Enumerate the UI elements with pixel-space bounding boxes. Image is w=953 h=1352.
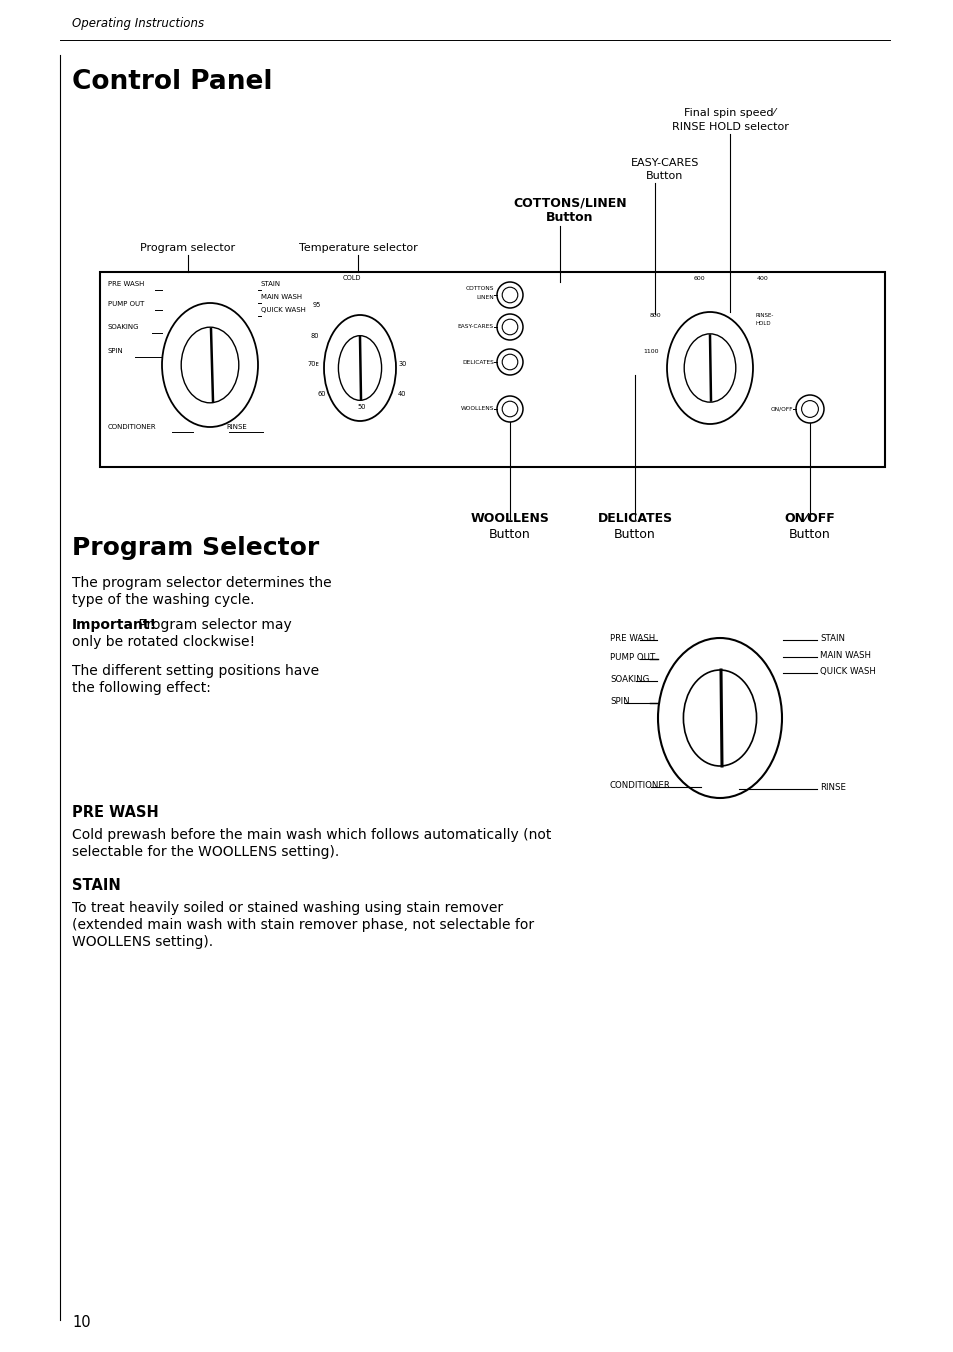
Text: the following effect:: the following effect: [71,681,211,695]
Text: SOAKING: SOAKING [108,324,139,330]
Text: 80: 80 [310,333,318,339]
Text: PRE WASH: PRE WASH [71,804,158,821]
Circle shape [497,349,522,375]
Text: MAIN WASH: MAIN WASH [820,652,870,660]
Text: CONDITIONER: CONDITIONER [108,425,156,430]
Ellipse shape [162,303,257,427]
Text: STAIN: STAIN [820,634,844,644]
Text: SOAKING: SOAKING [609,675,649,684]
Text: Button: Button [489,529,530,541]
Ellipse shape [181,327,238,403]
Text: 800: 800 [649,314,660,318]
Ellipse shape [658,638,781,798]
Ellipse shape [682,671,756,767]
Text: 600: 600 [693,276,704,281]
Text: Program selector: Program selector [140,243,235,253]
Circle shape [501,402,517,416]
Text: STAIN: STAIN [71,877,121,894]
Text: Control Panel: Control Panel [71,69,273,95]
Text: To treat heavily soiled or stained washing using stain remover: To treat heavily soiled or stained washi… [71,900,502,915]
Text: STAIN: STAIN [261,281,281,287]
Ellipse shape [324,315,395,420]
Text: WOOLLENS setting).: WOOLLENS setting). [71,936,213,949]
Text: Operating Instructions: Operating Instructions [71,18,204,30]
Text: 50: 50 [357,404,366,410]
Text: ON/OFF: ON/OFF [770,407,792,411]
Text: QUICK WASH: QUICK WASH [261,307,306,314]
Text: Final spin speed⁄: Final spin speed⁄ [683,108,775,118]
Text: WOOLLENS: WOOLLENS [460,407,494,411]
Text: 10: 10 [71,1315,91,1330]
Text: 70ᴇ: 70ᴇ [307,361,318,366]
Text: MAIN WASH: MAIN WASH [261,293,302,300]
Text: Button: Button [614,529,655,541]
Bar [100,272,884,466]
Text: LINEN: LINEN [476,295,494,300]
Text: selectable for the WOOLLENS setting).: selectable for the WOOLLENS setting). [71,845,339,859]
Text: COLD: COLD [342,274,361,281]
Text: The program selector determines the: The program selector determines the [71,576,332,589]
Text: DELICATES: DELICATES [461,360,494,365]
Text: 40: 40 [397,391,406,397]
Text: RINSE: RINSE [820,783,845,792]
Text: SPIN: SPIN [609,698,629,706]
Text: HOLD: HOLD [755,320,771,326]
Text: COTTONS: COTTONS [465,287,494,291]
Text: 95: 95 [313,301,320,308]
Text: RINSE HOLD selector: RINSE HOLD selector [671,122,787,132]
Circle shape [497,283,522,308]
Text: The different setting positions have: The different setting positions have [71,664,319,677]
Text: EASY-CARES: EASY-CARES [630,158,699,168]
Text: Button: Button [788,529,830,541]
Text: 1100: 1100 [643,349,659,354]
Text: PRE WASH: PRE WASH [609,634,655,644]
Text: 400: 400 [757,276,768,281]
Circle shape [497,396,522,422]
Circle shape [501,319,517,335]
Circle shape [497,314,522,339]
Text: SPIN: SPIN [108,347,124,354]
Text: Button: Button [546,211,593,224]
Text: PRE WASH: PRE WASH [108,281,144,287]
Text: Temperature selector: Temperature selector [298,243,416,253]
Text: CONDITIONER: CONDITIONER [609,781,670,790]
Text: Cold prewash before the main wash which follows automatically (not: Cold prewash before the main wash which … [71,827,551,842]
Circle shape [795,395,823,423]
Text: 60: 60 [317,391,326,397]
Ellipse shape [338,335,381,400]
Text: PUMP OUT: PUMP OUT [108,301,144,307]
Text: COTTONS/LINEN: COTTONS/LINEN [513,197,626,210]
Text: Important!: Important! [71,618,157,631]
Text: (extended main wash with stain remover phase, not selectable for: (extended main wash with stain remover p… [71,918,534,932]
Text: Program selector may: Program selector may [133,618,292,631]
Ellipse shape [683,334,735,402]
Text: 30: 30 [398,361,407,366]
Text: Program Selector: Program Selector [71,535,319,560]
Text: WOOLLENS: WOOLLENS [470,512,549,525]
Text: Button: Button [645,170,683,181]
Text: PUMP OUT: PUMP OUT [609,653,655,662]
Text: type of the washing cycle.: type of the washing cycle. [71,594,254,607]
Text: only be rotated clockwise!: only be rotated clockwise! [71,635,254,649]
Text: QUICK WASH: QUICK WASH [820,667,875,676]
Text: ON⁄OFF: ON⁄OFF [783,512,835,525]
Ellipse shape [666,312,752,425]
Text: RINSE: RINSE [227,425,247,430]
Text: DELICATES: DELICATES [597,512,672,525]
Text: EASY-CARES: EASY-CARES [457,324,494,330]
Text: RINSE-: RINSE- [755,314,774,318]
Circle shape [801,400,818,418]
Circle shape [501,287,517,303]
Circle shape [501,354,517,370]
